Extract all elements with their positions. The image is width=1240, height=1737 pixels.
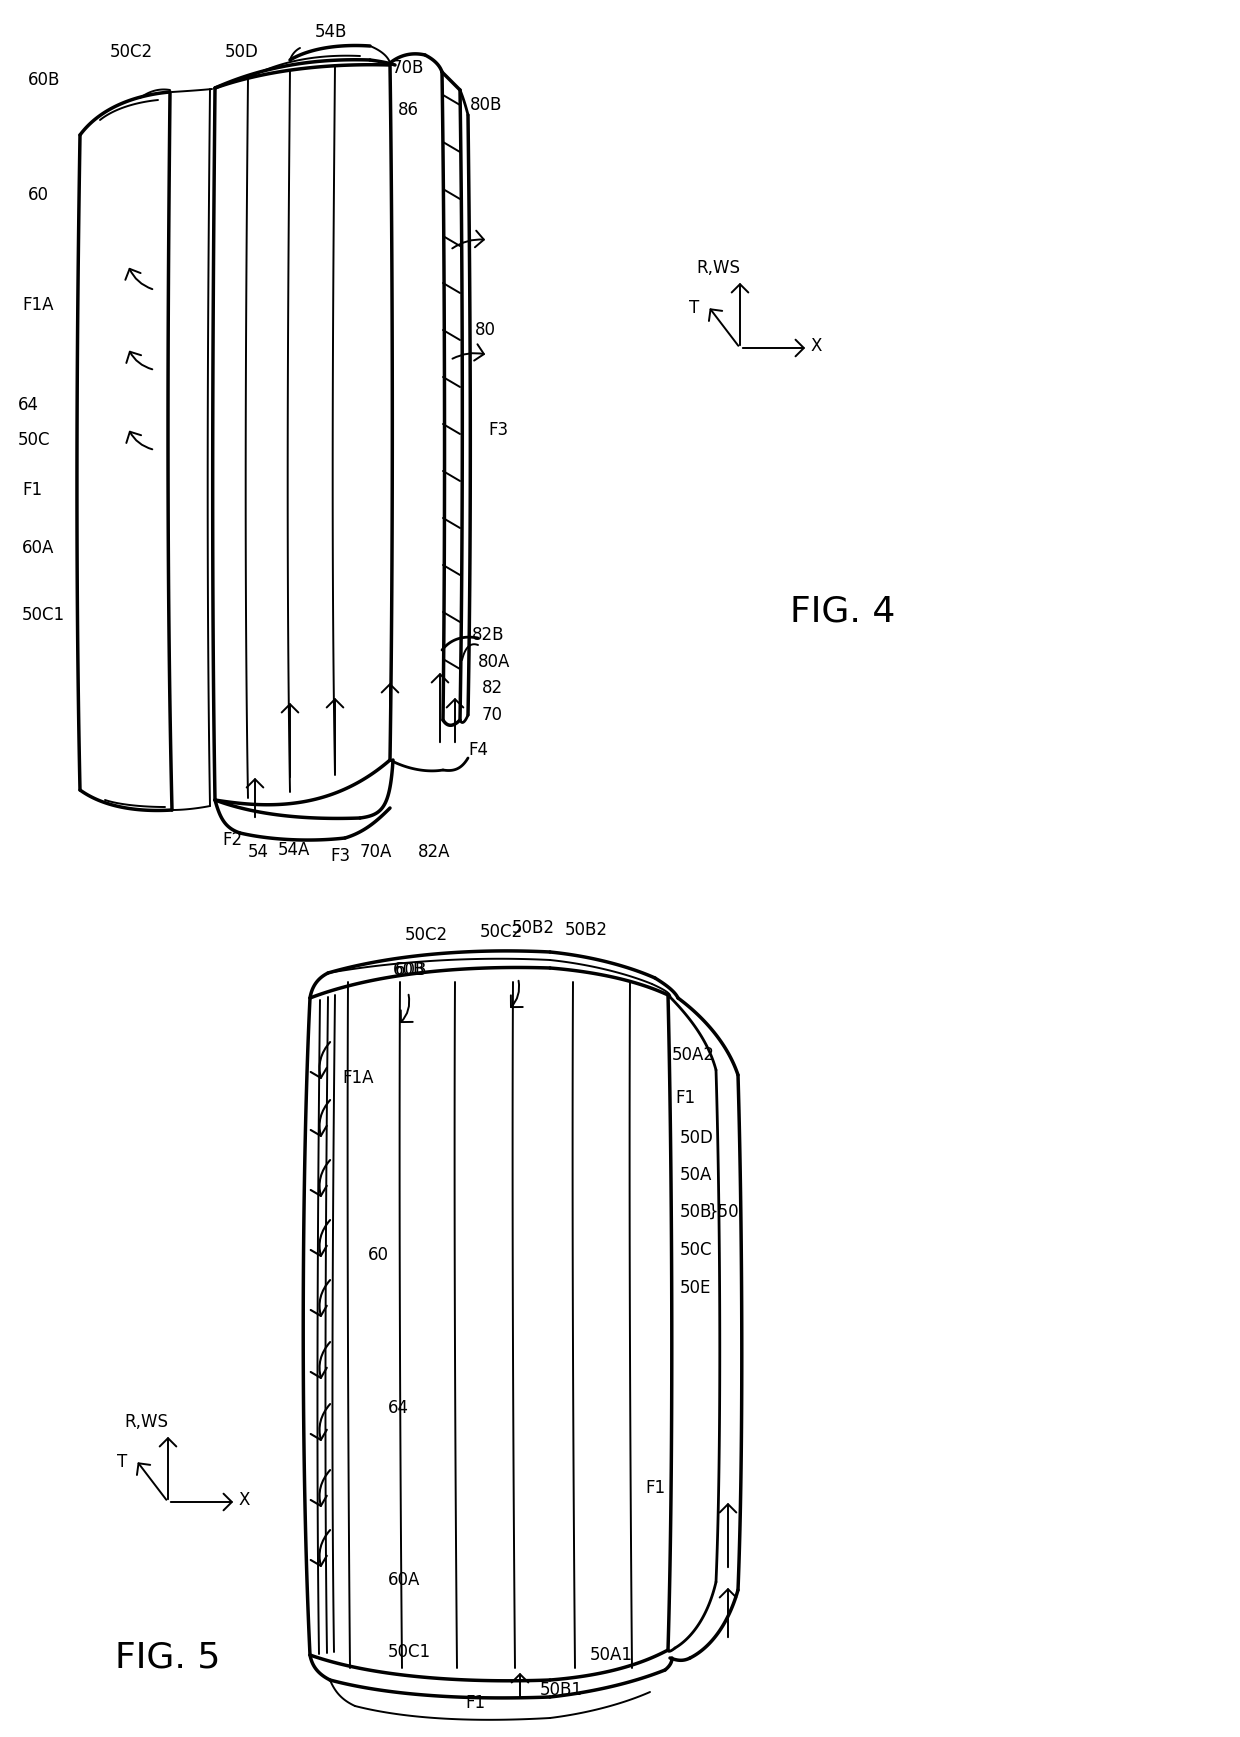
- Text: R,WS: R,WS: [696, 259, 740, 276]
- Text: 60A: 60A: [22, 538, 55, 558]
- Text: 60B: 60B: [396, 961, 428, 980]
- Text: 50E: 50E: [680, 1278, 712, 1298]
- Text: R,WS: R,WS: [124, 1412, 167, 1431]
- Text: 70A: 70A: [360, 842, 392, 862]
- Text: F1: F1: [465, 1694, 485, 1713]
- Text: FIG. 4: FIG. 4: [790, 596, 895, 629]
- Text: 60: 60: [29, 186, 50, 203]
- Text: 70B: 70B: [392, 59, 424, 76]
- Text: }50: }50: [708, 1204, 739, 1221]
- Text: 50A2: 50A2: [672, 1046, 715, 1065]
- Text: 82B: 82B: [472, 625, 505, 644]
- Text: X: X: [238, 1490, 249, 1509]
- Text: 50A: 50A: [680, 1166, 712, 1185]
- Text: F1A: F1A: [22, 295, 53, 314]
- Text: X: X: [810, 337, 822, 354]
- Text: 54B: 54B: [315, 23, 347, 42]
- Text: 50B1: 50B1: [539, 1681, 583, 1699]
- Text: F1: F1: [645, 1478, 665, 1497]
- Text: 80B: 80B: [470, 96, 502, 115]
- Text: 64: 64: [388, 1398, 409, 1417]
- Text: T: T: [117, 1452, 128, 1471]
- Text: 50C1: 50C1: [388, 1643, 432, 1661]
- Text: 54A: 54A: [278, 841, 310, 860]
- Text: 50B2: 50B2: [565, 921, 608, 940]
- Text: 50B2: 50B2: [512, 919, 556, 936]
- Text: 50B: 50B: [680, 1204, 712, 1221]
- Text: 82: 82: [482, 679, 503, 697]
- Text: 50C: 50C: [680, 1240, 713, 1259]
- Text: 50C2: 50C2: [110, 43, 153, 61]
- Text: 64: 64: [19, 396, 38, 413]
- Text: FIG. 5: FIG. 5: [115, 1641, 221, 1674]
- Text: 50C: 50C: [19, 431, 51, 448]
- Text: 50C2: 50C2: [405, 926, 448, 943]
- Text: T: T: [689, 299, 699, 316]
- Text: 54: 54: [248, 842, 269, 862]
- Text: 50A1: 50A1: [590, 1647, 632, 1664]
- Text: 50D: 50D: [224, 43, 259, 61]
- Text: 60A: 60A: [388, 1570, 420, 1589]
- Text: F1: F1: [22, 481, 42, 499]
- Text: F1A: F1A: [342, 1068, 373, 1087]
- Text: 60B: 60B: [393, 961, 425, 980]
- Text: 70: 70: [482, 705, 503, 724]
- Text: 82A: 82A: [418, 842, 450, 862]
- Text: 80: 80: [475, 321, 496, 339]
- Text: F3: F3: [489, 420, 508, 439]
- Text: 60B: 60B: [29, 71, 61, 89]
- Text: F3: F3: [330, 848, 350, 865]
- Text: F4: F4: [467, 742, 489, 759]
- Text: 86: 86: [398, 101, 419, 120]
- Text: 80A: 80A: [477, 653, 511, 670]
- Text: 60: 60: [368, 1245, 389, 1265]
- Text: 50D: 50D: [680, 1129, 714, 1146]
- Text: 50C2: 50C2: [480, 922, 523, 941]
- Text: 50C1: 50C1: [22, 606, 66, 624]
- Text: F2: F2: [222, 830, 242, 849]
- Text: F1: F1: [675, 1089, 696, 1106]
